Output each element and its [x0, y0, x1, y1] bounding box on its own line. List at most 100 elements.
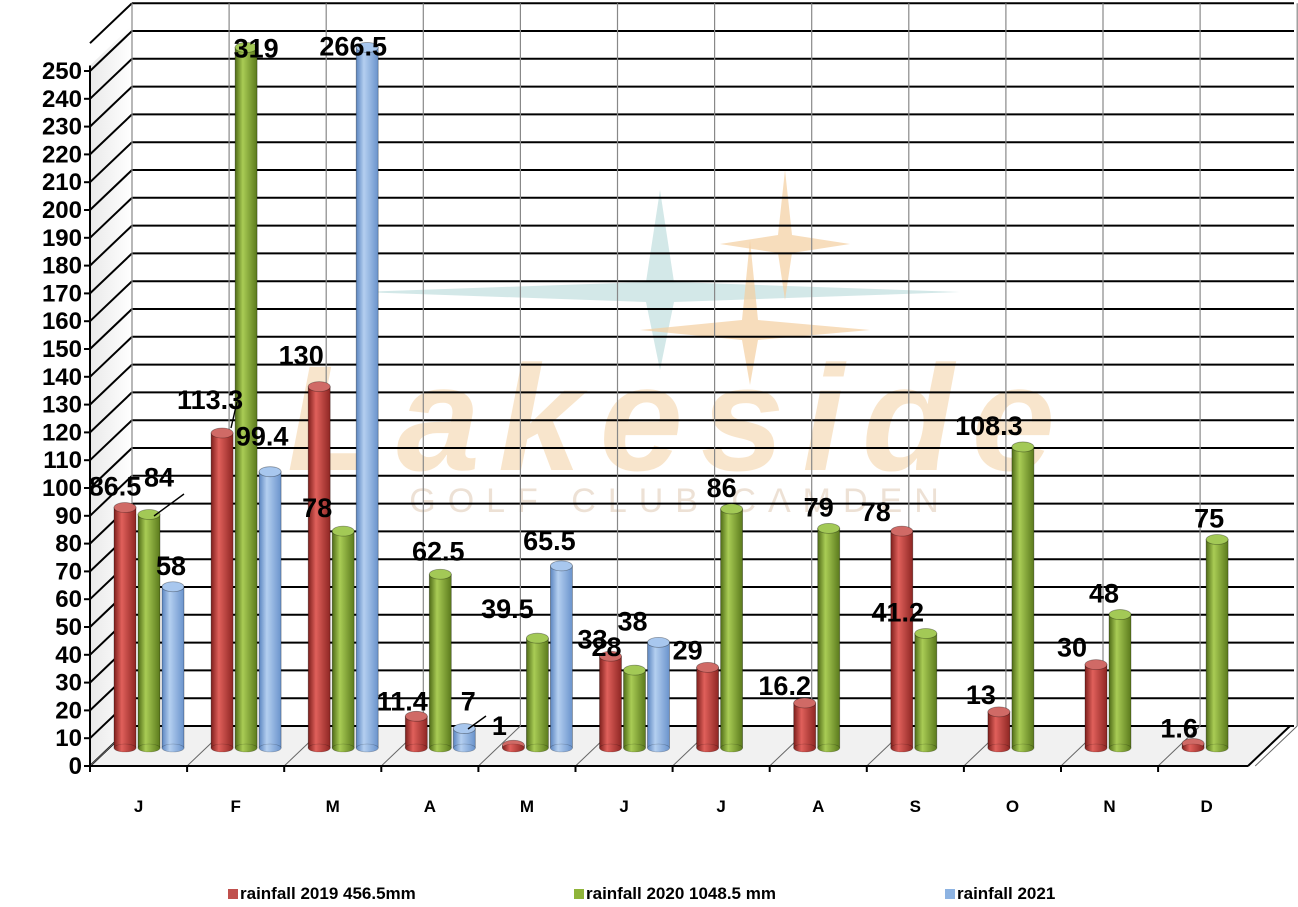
bar-body: [307, 386, 331, 749]
data-label: 108.3: [955, 411, 1023, 441]
bar-cap: [817, 522, 841, 534]
bar: [501, 739, 525, 753]
data-label: 86.5: [89, 472, 142, 502]
bar-body: [550, 565, 573, 749]
data-label: 38: [617, 606, 647, 636]
bar-base: [502, 743, 525, 753]
bar: [113, 502, 137, 753]
bar-body: [890, 530, 914, 749]
y-tick-label: 140: [42, 364, 82, 391]
gridline-side: [89, 197, 133, 239]
x-tick-label: N: [1103, 797, 1115, 816]
bar-base: [599, 743, 622, 753]
gridline-side: [89, 447, 133, 489]
bar-body: [647, 641, 670, 749]
data-label: 130: [279, 341, 324, 371]
bar-body: [137, 514, 161, 749]
bar-cap: [258, 466, 282, 478]
bar-cap: [914, 628, 938, 639]
bar: [331, 525, 355, 753]
y-tick-label: 90: [55, 503, 82, 530]
watermark-title: Lakeside: [287, 334, 1073, 502]
data-label: 99.4: [236, 422, 289, 452]
bar-body: [623, 669, 646, 749]
gridline-side: [89, 141, 133, 183]
bar-body: [210, 432, 234, 749]
sparkle-teal-icon: [360, 190, 960, 370]
label-leader-line: [153, 493, 185, 517]
bar-cap: [623, 664, 646, 676]
data-label: 75: [1194, 504, 1224, 534]
bar-body: [696, 666, 719, 749]
x-axis-depth-line: [1247, 725, 1291, 767]
data-label: 16.2: [758, 671, 811, 701]
bar-cap: [161, 581, 185, 593]
gridline-side: [89, 419, 133, 461]
bar-base: [1084, 743, 1108, 753]
bar-base: [1108, 743, 1132, 753]
floor-divider: [478, 725, 521, 767]
gridline-side: [89, 308, 133, 350]
gridline-side: [89, 85, 133, 128]
legend-swatch-2019: [228, 889, 238, 899]
x-tick-label: J: [619, 797, 628, 816]
bar-body: [793, 702, 817, 749]
gridline-side: [89, 58, 133, 100]
x-tick-label: J: [716, 797, 725, 816]
bar-base: [113, 743, 137, 753]
x-tick-label: M: [520, 797, 534, 816]
bar: [526, 632, 549, 753]
y-tick-label: 80: [55, 531, 82, 558]
data-label: 39.5: [481, 594, 534, 624]
bar-cap: [550, 560, 573, 572]
bar-cap: [307, 381, 331, 393]
floor-divider: [1254, 725, 1298, 767]
bar-cap: [720, 503, 743, 515]
data-label: 58: [156, 551, 186, 581]
floor-divider: [1157, 725, 1201, 767]
data-label: 65.5: [523, 526, 576, 556]
bar: [404, 710, 428, 753]
bar-base: [355, 743, 379, 753]
bar-base: [526, 743, 549, 753]
bar-body: [720, 508, 743, 749]
bar-base: [307, 743, 331, 753]
bar: [1181, 738, 1205, 753]
bar-cap: [210, 427, 234, 439]
data-label: 266.5: [319, 31, 387, 61]
data-label: 86: [707, 473, 737, 503]
bar: [623, 664, 646, 753]
bar: [1011, 441, 1035, 753]
data-label: 84: [144, 462, 174, 492]
bar: [720, 503, 743, 753]
bar-base: [696, 743, 719, 753]
bar-base: [623, 743, 646, 753]
legend-item-2019: rainfall 2019 456.5mm: [228, 884, 416, 904]
watermark-subtitle: GOLF CLUB CAMDEN: [409, 482, 951, 520]
bar-base: [161, 743, 185, 753]
sparkle-orange-icon: [720, 170, 850, 300]
bar: [987, 706, 1011, 753]
watermark: Lakeside GOLF CLUB CAMDEN: [287, 170, 1073, 520]
bar-body: [1108, 614, 1132, 749]
bar-cap: [793, 697, 817, 709]
bar-body: [599, 655, 622, 749]
y-tick-label: 70: [55, 558, 82, 585]
bar-cap: [890, 525, 914, 537]
bar-base: [793, 743, 817, 753]
y-tick-label: 30: [55, 670, 82, 697]
y-tick-label: 170: [42, 280, 82, 307]
y-tick-label: 100: [42, 475, 82, 502]
bar: [161, 581, 185, 753]
bar: [355, 42, 379, 753]
y-tick-label: 230: [42, 114, 82, 141]
data-label: 113.3: [177, 385, 243, 415]
y-tick-label: 50: [55, 614, 82, 641]
y-tick-label: 180: [42, 253, 82, 280]
bar-base: [234, 743, 258, 753]
bar-cap: [137, 509, 161, 520]
y-tick-label: 210: [42, 169, 82, 196]
bar: [914, 628, 938, 753]
legend-label-2021: rainfall 2021: [957, 884, 1056, 903]
gridline-side: [89, 391, 133, 434]
